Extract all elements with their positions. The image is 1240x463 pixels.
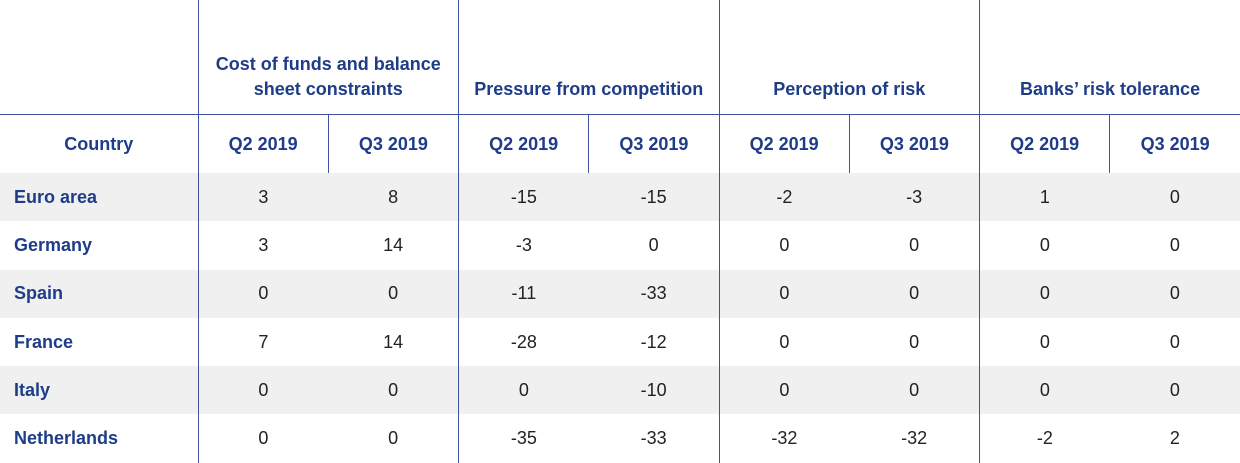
value-cell: 14	[328, 317, 459, 367]
value-cell: -15	[588, 173, 720, 222]
country-cell: Germany	[0, 221, 198, 270]
period-header: Q3 2019	[848, 114, 980, 173]
table-row: Netherlands 0 0 -35 -33 -32 -32 -2 2	[0, 414, 1240, 463]
value-cell: -35	[458, 414, 589, 463]
period-header: Q2 2019	[979, 114, 1110, 173]
value-cell: 3	[197, 221, 329, 270]
value-cell: 0	[718, 317, 850, 367]
value-cell: 0	[588, 221, 720, 270]
value-cell: 0	[1109, 269, 1240, 318]
corner-cell	[0, 0, 198, 115]
value-cell: 0	[718, 366, 850, 415]
period-header: Q3 2019	[588, 114, 720, 173]
value-cell: 1	[979, 173, 1110, 222]
value-cell: 0	[979, 366, 1110, 415]
period-header: Q3 2019	[327, 114, 459, 173]
country-cell: Italy	[0, 366, 198, 415]
value-cell: 0	[849, 221, 980, 270]
period-header-row: Country Q2 2019 Q3 2019 Q2 2019 Q3 2019 …	[0, 114, 1240, 173]
value-cell: 0	[1109, 317, 1240, 367]
value-cell: 0	[979, 317, 1110, 367]
table-row: France 7 14 -28 -12 0 0 0 0	[0, 317, 1240, 367]
country-column-header: Country	[0, 114, 198, 173]
value-cell: -15	[458, 173, 589, 222]
value-cell: 0	[849, 317, 980, 367]
value-cell: 0	[979, 269, 1110, 318]
value-cell: -12	[588, 317, 720, 367]
value-cell: 0	[197, 414, 329, 463]
value-cell: 0	[328, 269, 459, 318]
period-header: Q3 2019	[1109, 114, 1240, 173]
period-header: Q2 2019	[458, 114, 589, 173]
value-cell: 0	[328, 366, 459, 415]
table-body: Euro area 3 8 -15 -15 -2 -3 1 0 Germany …	[0, 173, 1240, 463]
value-cell: 0	[718, 221, 850, 270]
country-cell: Spain	[0, 269, 198, 318]
period-header: Q2 2019	[718, 114, 850, 173]
value-cell: 0	[1109, 221, 1240, 270]
value-cell: -33	[588, 414, 720, 463]
value-cell: -33	[588, 269, 720, 318]
country-cell: Netherlands	[0, 414, 198, 463]
value-cell: 0	[197, 269, 329, 318]
value-cell: 0	[979, 221, 1110, 270]
value-cell: 0	[1109, 366, 1240, 415]
value-cell: -10	[588, 366, 720, 415]
value-cell: -3	[458, 221, 589, 270]
group-header-cost-of-funds: Cost of funds and balance sheet constrai…	[197, 0, 459, 115]
value-cell: 8	[328, 173, 459, 222]
value-cell: 3	[197, 173, 329, 222]
group-header-competition: Pressure from competition	[458, 0, 720, 115]
value-cell: 0	[328, 414, 459, 463]
value-cell: 14	[328, 221, 459, 270]
value-cell: 2	[1109, 414, 1240, 463]
period-header: Q2 2019	[197, 114, 329, 173]
value-cell: -28	[458, 317, 589, 367]
value-cell: -2	[718, 173, 850, 222]
country-cell: Euro area	[0, 173, 198, 222]
group-header-risk-tolerance: Banks’ risk tolerance	[979, 0, 1240, 115]
group-header-risk-perception: Perception of risk	[718, 0, 980, 115]
country-cell: France	[0, 317, 198, 367]
table-row: Euro area 3 8 -15 -15 -2 -3 1 0	[0, 173, 1240, 222]
value-cell: 0	[718, 269, 850, 318]
value-cell: 7	[197, 317, 329, 367]
value-cell: 0	[197, 366, 329, 415]
value-cell: -11	[458, 269, 589, 318]
value-cell: 0	[849, 269, 980, 318]
value-cell: -3	[849, 173, 980, 222]
value-cell: -2	[979, 414, 1110, 463]
table-row: Spain 0 0 -11 -33 0 0 0 0	[0, 269, 1240, 318]
value-cell: 0	[1109, 173, 1240, 222]
table-row: Italy 0 0 0 -10 0 0 0 0	[0, 366, 1240, 415]
value-cell: -32	[849, 414, 980, 463]
table-row: Germany 3 14 -3 0 0 0 0 0	[0, 221, 1240, 270]
value-cell: 0	[458, 366, 589, 415]
value-cell: 0	[849, 366, 980, 415]
value-cell: -32	[718, 414, 850, 463]
group-header-row: Cost of funds and balance sheet constrai…	[0, 0, 1240, 115]
